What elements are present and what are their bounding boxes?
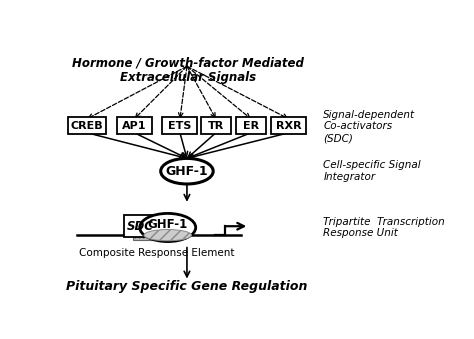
Text: SDC: SDC [127,220,154,233]
Ellipse shape [140,214,196,242]
Ellipse shape [161,158,213,184]
FancyBboxPatch shape [124,215,157,238]
Text: CREB: CREB [71,121,103,131]
FancyBboxPatch shape [68,117,107,134]
Text: ETS: ETS [168,121,191,131]
Text: Pituitary Specific Gene Regulation: Pituitary Specific Gene Regulation [66,280,308,293]
Text: GHF-1: GHF-1 [147,218,188,232]
Text: Signal-dependent
Co-activators
(SDC): Signal-dependent Co-activators (SDC) [323,110,416,143]
Text: Hormone / Growth-factor Mediated
Extracellular Signals: Hormone / Growth-factor Mediated Extrace… [72,56,304,84]
Text: TR: TR [208,121,224,131]
Bar [133,230,170,240]
Ellipse shape [144,230,191,241]
Text: GHF-1: GHF-1 [165,165,208,178]
Text: Tripartite  Transcription
Response Unit: Tripartite Transcription Response Unit [323,217,445,238]
Text: Cell-specific Signal
Integrator: Cell-specific Signal Integrator [323,160,421,182]
FancyBboxPatch shape [201,117,231,134]
FancyBboxPatch shape [117,117,152,134]
FancyBboxPatch shape [163,117,198,134]
Text: AP1: AP1 [122,121,147,131]
FancyBboxPatch shape [236,117,265,134]
Text: RXR: RXR [275,121,301,131]
Text: Composite Response Element: Composite Response Element [80,248,235,258]
FancyBboxPatch shape [271,117,306,134]
Text: ER: ER [243,121,259,131]
